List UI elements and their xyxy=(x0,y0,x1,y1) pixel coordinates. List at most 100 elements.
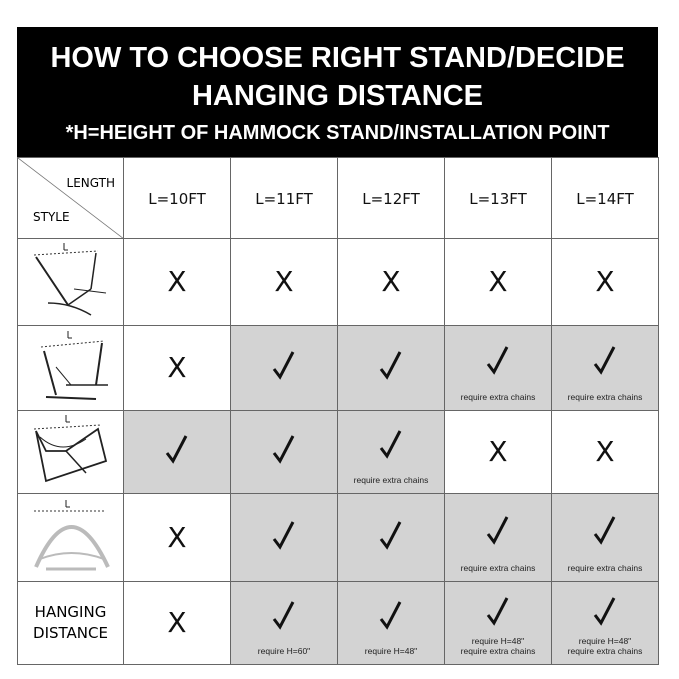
note-text: require H=48" xyxy=(471,636,525,646)
x-mark: X xyxy=(595,435,615,468)
column-header: L=13FT xyxy=(444,157,552,239)
note-text: require H=48" xyxy=(364,646,418,656)
note-text: require extra chains xyxy=(567,563,643,573)
table-row: require extra chains X X xyxy=(17,410,659,494)
check-mark-icon xyxy=(272,351,295,380)
length-value: L=11FT xyxy=(255,189,313,208)
portable-stand-icon xyxy=(33,415,107,483)
style-cell xyxy=(17,325,124,411)
arc-stand-icon xyxy=(33,499,110,570)
diagonal-divider xyxy=(18,158,123,238)
requirement-note: require extra chains xyxy=(339,475,444,485)
x-mark: X xyxy=(381,265,401,298)
note-text: require extra chains xyxy=(460,563,536,573)
check-mark-icon xyxy=(593,346,616,375)
check-mark-icon xyxy=(486,346,509,375)
check-mark-icon xyxy=(379,601,402,630)
x-mark: X xyxy=(488,265,508,298)
compatibility-cell xyxy=(337,325,445,411)
compatibility-cell: X xyxy=(444,238,552,326)
requirement-note: require extra chains xyxy=(553,392,658,402)
compatibility-cell: X xyxy=(123,238,231,326)
compatibility-cell: X xyxy=(123,325,231,411)
requirement-note: require H=48" require extra chains xyxy=(446,636,551,656)
hanging-distance-label: HANGING DISTANCE xyxy=(17,581,124,665)
steel-stand-frame-icon xyxy=(40,331,108,400)
check-mark-icon xyxy=(486,515,509,545)
note-text: require extra chains xyxy=(353,475,429,485)
compatibility-cell: require extra chains xyxy=(337,410,445,494)
label-line: DISTANCE xyxy=(33,624,108,642)
check-mark-icon xyxy=(379,520,402,550)
check-mark-icon xyxy=(272,435,295,464)
length-value: L=14FT xyxy=(576,189,634,208)
title-line-1: HOW TO CHOOSE RIGHT STAND/DECIDE xyxy=(50,42,625,74)
label-line: HANGING xyxy=(34,603,107,621)
style-cell xyxy=(17,410,124,494)
style-cell xyxy=(17,493,124,582)
compatibility-cell: X xyxy=(337,238,445,326)
compatibility-cell xyxy=(230,493,338,582)
title-line-2: HANGING DISTANCE xyxy=(191,80,484,112)
compatibility-cell xyxy=(230,410,338,494)
check-mark-icon xyxy=(165,435,188,464)
x-mark: X xyxy=(488,435,508,468)
compatibility-cell: X xyxy=(230,238,338,326)
check-mark-icon xyxy=(272,520,295,550)
length-value: L=12FT xyxy=(362,189,420,208)
requirement-note: require extra chains xyxy=(446,392,551,402)
x-mark: X xyxy=(274,265,294,298)
header-row: LENGTH STYLE L=10FT L=11FT L=12FT L=13FT L=14F… xyxy=(17,157,659,239)
column-header: L=10FT xyxy=(123,157,231,239)
compatibility-cell xyxy=(337,493,445,582)
style-cell xyxy=(17,238,124,326)
note-text: require extra chains xyxy=(567,646,643,656)
compatibility-cell: X xyxy=(123,581,231,665)
note-text: require H=48" xyxy=(578,636,632,646)
requirement-note: require H=60" xyxy=(232,646,337,656)
column-header: L=11FT xyxy=(230,157,338,239)
x-mark: X xyxy=(167,351,187,384)
subtitle: *H=HEIGHT OF HAMMOCK STAND/INSTALLATION … xyxy=(65,122,610,144)
compatibility-cell: require extra chains xyxy=(551,325,659,411)
note-text: require extra chains xyxy=(567,392,643,402)
requirement-note: require H=48" require extra chains xyxy=(553,636,658,656)
title-banner: HOW TO CHOOSE RIGHT STAND/DECIDE HANGING… xyxy=(17,27,658,157)
length-label: LENGTH xyxy=(66,176,115,190)
check-mark-icon xyxy=(379,351,402,380)
compatibility-cell: X xyxy=(551,238,659,326)
requirement-note: require extra chains xyxy=(553,563,658,573)
column-header: L=12FT xyxy=(337,157,445,239)
x-mark: X xyxy=(167,265,187,298)
compatibility-cell: require H=60" xyxy=(230,581,338,665)
length-value: L=10FT xyxy=(148,189,206,208)
compatibility-cell: X xyxy=(123,493,231,582)
compatibility-cell: require H=48" xyxy=(337,581,445,665)
check-mark-icon xyxy=(379,430,402,459)
compatibility-cell: require H=48" require extra chains xyxy=(551,581,659,665)
requirement-note: require extra chains xyxy=(446,563,551,573)
compatibility-cell: require H=48" require extra chains xyxy=(444,581,552,665)
style-label: STYLE xyxy=(33,210,70,224)
steel-stand-angled-icon xyxy=(33,243,106,316)
compatibility-cell: X xyxy=(551,410,659,494)
check-mark-icon xyxy=(593,515,616,545)
requirement-note: require H=48" xyxy=(339,646,444,656)
x-mark: X xyxy=(167,520,187,554)
column-header: L=14FT xyxy=(551,157,659,239)
check-mark-icon xyxy=(486,597,509,626)
check-mark-icon xyxy=(593,597,616,626)
note-text: require H=60" xyxy=(257,646,311,656)
length-value: L=13FT xyxy=(469,189,527,208)
compatibility-cell xyxy=(230,325,338,411)
compatibility-table: LENGTH STYLE L=10FT L=11FT L=12FT L=13FT L=14F… xyxy=(17,157,659,665)
compatibility-cell xyxy=(123,410,231,494)
compatibility-cell: X xyxy=(444,410,552,494)
note-text: require extra chains xyxy=(460,392,536,402)
x-mark: X xyxy=(595,265,615,298)
check-mark-icon xyxy=(272,601,295,630)
